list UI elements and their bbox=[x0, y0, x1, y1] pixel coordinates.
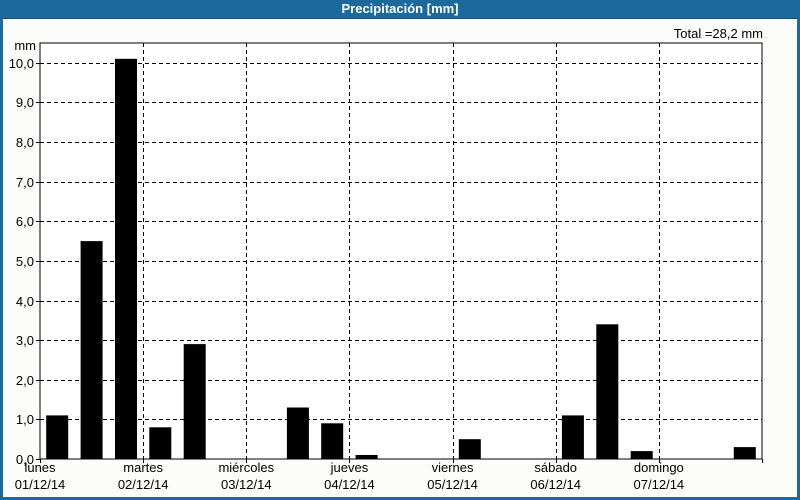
plot-background bbox=[40, 43, 762, 459]
bar bbox=[561, 415, 584, 459]
day-name-label: domingo bbox=[634, 460, 684, 475]
day-name-label: sábado bbox=[534, 460, 577, 475]
precipitation-chart: 0,0 1,0 2,0 3,0 4,0 5,0 6,0 7,0 8,0 9,0 10,0 lunes 0… bbox=[9, 26, 763, 492]
bar bbox=[80, 241, 103, 459]
day-name-label: jueves bbox=[330, 460, 369, 475]
y-tick-label: 8,0 bbox=[16, 135, 34, 150]
day-name-label: martes bbox=[123, 460, 163, 475]
plot-border bbox=[39, 42, 763, 460]
bar bbox=[355, 455, 378, 459]
bar bbox=[183, 344, 206, 459]
day-name-label: viernes bbox=[432, 460, 474, 475]
day-date-label: 07/12/14 bbox=[634, 477, 685, 492]
bar bbox=[321, 423, 344, 459]
unit-label: mm bbox=[14, 38, 36, 53]
day-date-label: 06/12/14 bbox=[530, 477, 581, 492]
day-name-label: lunes bbox=[24, 460, 56, 475]
day-date-label: 03/12/14 bbox=[221, 477, 272, 492]
y-tick-label: 9,0 bbox=[16, 95, 34, 110]
bar bbox=[115, 58, 137, 460]
y-tick-label: 3,0 bbox=[16, 333, 34, 348]
day-date-label: 01/12/14 bbox=[15, 477, 66, 492]
bar bbox=[458, 439, 481, 459]
y-tick-label: 5,0 bbox=[16, 254, 34, 269]
bar bbox=[733, 447, 756, 459]
y-tick-label: 2,0 bbox=[16, 373, 34, 388]
chart-area: 0,0 1,0 2,0 3,0 4,0 5,0 6,0 7,0 8,0 9,0 10,0 lunes 0… bbox=[3, 19, 797, 497]
y-tick-label: 0,0 bbox=[16, 452, 34, 467]
y-tick-label: 1,0 bbox=[16, 412, 34, 427]
window-titlebar: Precipitación [mm] bbox=[3, 0, 797, 19]
bar bbox=[286, 407, 309, 459]
bar bbox=[630, 451, 653, 459]
bar bbox=[149, 427, 172, 459]
bar bbox=[596, 324, 619, 459]
day-date-label: 05/12/14 bbox=[427, 477, 478, 492]
y-tick-label: 6,0 bbox=[16, 214, 34, 229]
total-label: Total =28,2 mm bbox=[674, 26, 763, 41]
window-title: Precipitación [mm] bbox=[341, 1, 459, 16]
y-tick-label: 7,0 bbox=[16, 175, 34, 190]
day-name-label: miércoles bbox=[218, 460, 274, 475]
day-date-label: 04/12/14 bbox=[324, 477, 375, 492]
bar bbox=[46, 415, 69, 459]
y-tick-label: 10,0 bbox=[9, 56, 34, 71]
day-date-label: 02/12/14 bbox=[118, 477, 169, 492]
y-tick-label: 4,0 bbox=[16, 294, 34, 309]
